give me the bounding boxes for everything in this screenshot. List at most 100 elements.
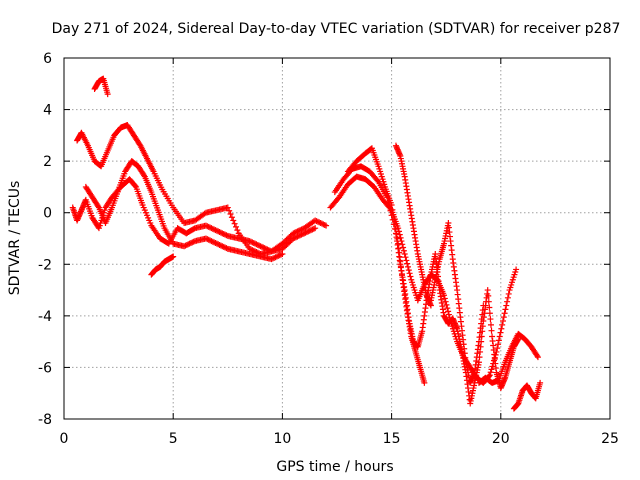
data-point-s7 <box>505 290 512 297</box>
data-point-s3 <box>212 240 219 247</box>
x-tick-label: 0 <box>60 431 69 447</box>
data-point-s2 <box>298 231 305 238</box>
data-point-s1 <box>222 231 229 238</box>
data-point-s8 <box>392 226 399 233</box>
data-point-s3 <box>208 238 215 245</box>
plot-frame <box>63 57 611 420</box>
x-tick-label: 5 <box>169 431 178 447</box>
data-point-s3 <box>269 255 276 262</box>
y-tick-label: 2 <box>43 154 52 170</box>
data-point-s3 <box>187 240 194 247</box>
data-point-s2 <box>297 232 304 239</box>
data-point-s1 <box>260 244 267 251</box>
data-point-s2 <box>306 227 313 234</box>
data-point-s1 <box>258 243 265 250</box>
data-point-s2 <box>299 230 306 237</box>
data-point-s5 <box>170 253 177 260</box>
y-tick-label: 6 <box>43 51 52 67</box>
data-point-s1 <box>246 238 253 245</box>
data-point-s3 <box>213 240 220 247</box>
data-point-s4 <box>104 91 111 98</box>
data-point-s7 <box>487 369 494 376</box>
data-point-s7 <box>445 308 452 315</box>
data-point-s3 <box>223 245 230 252</box>
data-point-s1 <box>132 182 139 189</box>
data-point-s3 <box>276 252 283 259</box>
data-point-s1 <box>320 221 327 228</box>
x-tick-label: 10 <box>273 431 291 447</box>
data-point-s2 <box>232 223 239 230</box>
data-point-s1 <box>250 240 257 247</box>
data-point-s7 <box>398 238 405 245</box>
data-point-s2 <box>246 245 253 252</box>
data-point-s1 <box>207 224 214 231</box>
data-point-s7 <box>445 311 452 318</box>
data-point-s8 <box>388 201 395 208</box>
data-point-s10 <box>480 302 487 309</box>
data-point-s7 <box>401 250 408 257</box>
data-point-s2 <box>295 232 302 239</box>
data-point-s2 <box>302 229 309 236</box>
y-tick-label: -4 <box>38 309 52 325</box>
data-point-s7 <box>495 341 502 348</box>
data-point-s7 <box>406 270 413 277</box>
data-point-s7 <box>504 294 511 301</box>
data-point-s3 <box>216 241 223 248</box>
data-point-s7 <box>503 302 510 309</box>
data-point-s7 <box>491 354 498 361</box>
data-point-s1 <box>219 230 226 237</box>
data-point-s7 <box>400 247 407 254</box>
data-point-s1 <box>290 230 297 237</box>
data-point-s6 <box>485 292 492 299</box>
data-point-s6 <box>487 316 494 323</box>
data-point-s3 <box>185 241 192 248</box>
data-point-s3 <box>182 242 189 249</box>
data-point-s12 <box>537 379 544 386</box>
data-point-s7 <box>495 337 502 344</box>
data-point-s2 <box>226 207 233 214</box>
data-point-s3 <box>220 243 227 250</box>
data-point-s7 <box>490 360 497 367</box>
data-point-s7 <box>407 273 414 280</box>
data-point-s3 <box>217 242 224 249</box>
data-point-s7 <box>400 244 407 251</box>
data-point-s2 <box>293 234 300 241</box>
data-point-s3 <box>268 256 275 263</box>
data-point-s2 <box>291 234 298 241</box>
data-point-s1 <box>297 227 304 234</box>
data-point-s1 <box>316 219 323 226</box>
y-tick-label: 4 <box>43 103 52 119</box>
data-point-s7 <box>441 292 448 299</box>
data-point-s1 <box>294 228 301 235</box>
data-point-s7 <box>498 325 505 332</box>
data-point-s1 <box>215 228 222 235</box>
data-point-s7 <box>489 363 496 370</box>
x-tick-label: 25 <box>601 431 619 447</box>
data-point-s7 <box>501 310 508 317</box>
data-point-s3 <box>273 253 280 260</box>
data-point-s7 <box>402 254 409 261</box>
data-point-s3 <box>183 241 190 248</box>
data-point-s1 <box>252 240 259 247</box>
data-point-s6 <box>485 298 492 305</box>
data-point-s8 <box>391 216 398 223</box>
data-point-s2 <box>224 204 231 211</box>
data-point-s2 <box>230 217 237 224</box>
data-point-s1 <box>317 220 324 227</box>
data-points <box>69 75 544 412</box>
data-point-s1 <box>295 227 302 234</box>
data-point-s1 <box>211 226 218 233</box>
data-point-s1 <box>257 243 264 250</box>
data-point-s8 <box>389 206 396 213</box>
data-point-s7 <box>486 372 493 379</box>
data-point-s1 <box>321 221 328 228</box>
y-tick-label: -8 <box>38 412 52 428</box>
data-point-s2 <box>310 225 317 232</box>
data-point-s8 <box>391 221 398 228</box>
data-point-s6 <box>475 359 482 366</box>
y-tick-label: -6 <box>38 360 52 376</box>
data-point-s3 <box>181 243 188 250</box>
data-point-s7 <box>404 263 411 270</box>
